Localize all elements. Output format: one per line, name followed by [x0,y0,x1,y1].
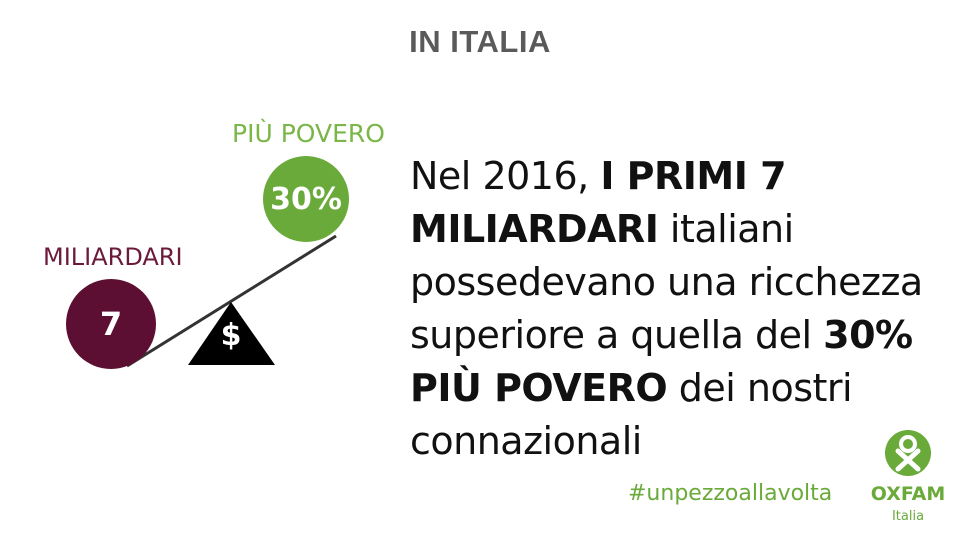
statement-bold-1: I PRIMI 7 MILIARDARI [410,154,787,251]
statement-part-2: italiani possedevano una ricchezza super… [410,207,923,357]
statement-text: Nel 2016, I PRIMI 7 MILIARDARI italiani … [410,150,950,468]
statement-part-1: Nel 2016, [410,154,601,198]
hashtag-text: #unpezzoallavolta [628,481,833,506]
fulcrum-triangle [188,302,275,365]
logo-subtitle: Italia [891,509,925,524]
page-title: IN ITALIA [409,24,551,59]
seesaw-beam [126,234,337,368]
billionaires-label: MILIARDARI [43,243,183,271]
oxfam-logo-icon [885,430,931,476]
poor-value: 30% [270,181,342,217]
dollar-icon: $ [220,318,242,353]
statement-part-3: dei nostri connazionali [410,366,853,463]
statement-bold-2: 30% PIÙ POVERO [410,313,913,410]
billionaires-count-circle: 7 [66,279,156,369]
billionaires-value: 7 [99,305,123,343]
logo-name: OXFAM [870,483,946,505]
poor-percent-circle: 30% [263,156,349,242]
seesaw-illustration [126,234,337,368]
poor-label: PIÙ POVERO [232,119,385,148]
